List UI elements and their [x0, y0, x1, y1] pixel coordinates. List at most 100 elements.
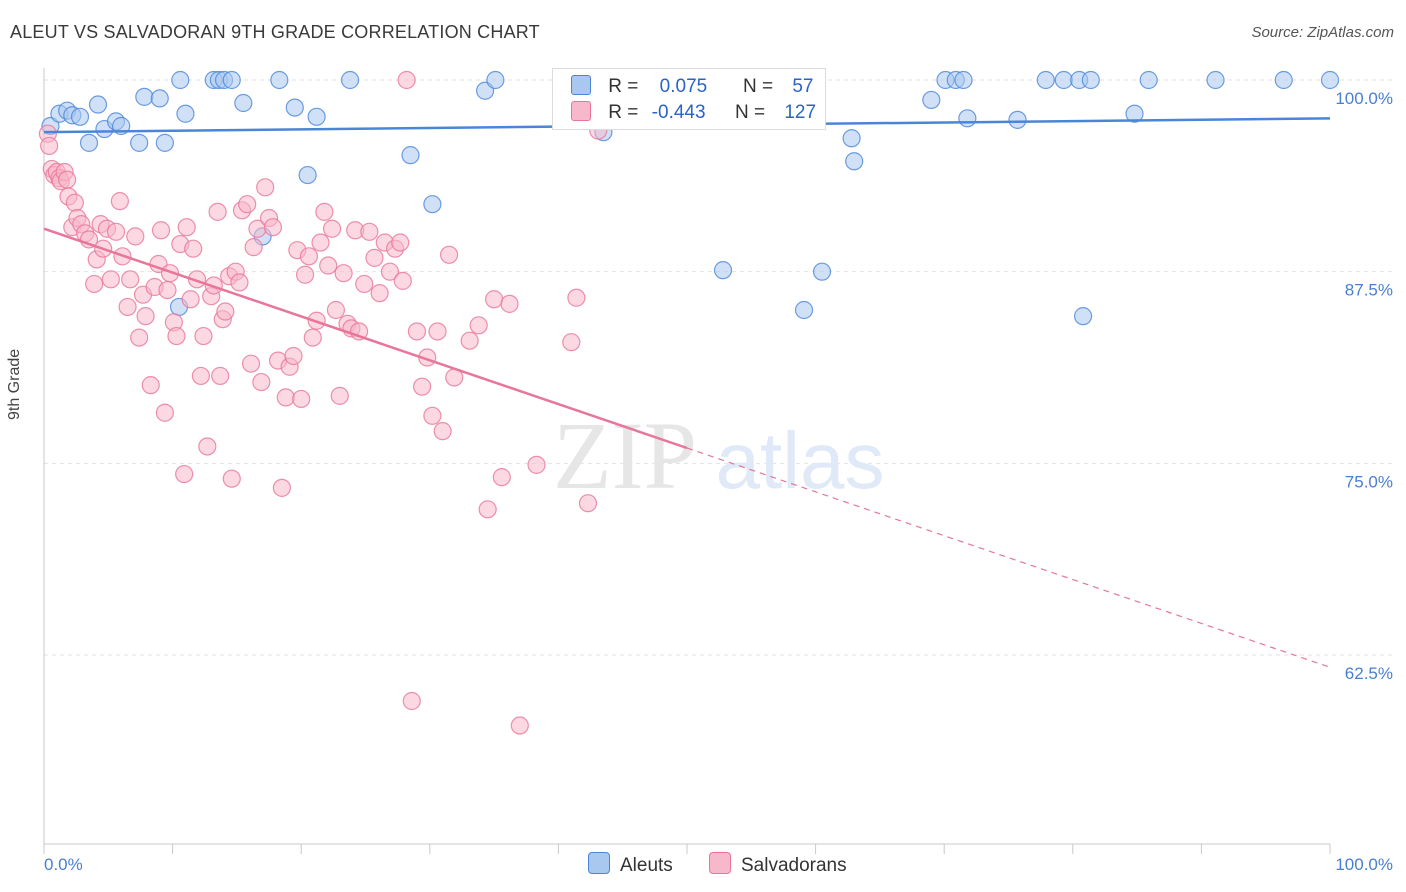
data-point [1081, 70, 1100, 90]
trend-line-extension [686, 447, 1331, 668]
data-point [155, 133, 174, 152]
data-point [370, 284, 389, 303]
data-point [412, 377, 432, 396]
data-point [270, 70, 289, 90]
data-point [326, 300, 346, 320]
data-point [263, 218, 283, 237]
data-point [175, 464, 194, 484]
data-point [562, 333, 581, 352]
data-point [298, 165, 317, 185]
x-tick-label: 100.0% [1335, 855, 1393, 874]
data-point [272, 478, 292, 497]
data-point [1206, 70, 1225, 90]
data-point [208, 202, 227, 221]
data-point [181, 290, 200, 309]
data-point [121, 270, 140, 289]
data-point [478, 500, 497, 519]
data-point [295, 265, 315, 284]
data-point [184, 239, 203, 258]
data-point [527, 455, 546, 474]
data-point [126, 227, 145, 246]
data-point [155, 403, 174, 422]
data-point [360, 222, 379, 241]
source-credit: Source: ZipAtlas.com [1251, 24, 1394, 41]
data-point [167, 326, 186, 346]
data-point [191, 366, 210, 386]
chart-title: ALEUT VS SALVADORAN 9TH GRADE CORRELATIO… [10, 22, 540, 42]
data-point [85, 274, 104, 294]
data-point [340, 70, 360, 90]
data-point [397, 70, 416, 90]
data-point [284, 346, 303, 366]
legend-n-value: 57 [792, 76, 814, 97]
data-point [1054, 70, 1073, 90]
data-point [439, 245, 459, 264]
data-point [486, 70, 505, 90]
legend-n-label: N = [734, 102, 766, 123]
data-point [365, 248, 384, 267]
data-point [954, 70, 973, 90]
bottom-legend-label: Salvadorans [741, 855, 847, 876]
data-point [244, 238, 263, 257]
watermark-atlas: atlas [716, 416, 885, 505]
data-point [110, 192, 129, 211]
data-point [241, 354, 261, 373]
legend-r-value: -0.443 [651, 102, 706, 123]
bottom-legend-salvadorans: Salvadorans [709, 852, 847, 877]
data-point [922, 90, 941, 110]
data-point [106, 222, 126, 241]
data-point [198, 437, 217, 456]
axes [43, 68, 1331, 854]
data-point [407, 322, 427, 341]
data-point [230, 273, 249, 292]
watermark-zip: ZIP [553, 402, 697, 509]
data-point [252, 372, 271, 392]
data-point [216, 302, 235, 321]
data-point [713, 261, 733, 280]
data-point [40, 136, 59, 156]
data-point [315, 202, 334, 221]
data-point [500, 294, 519, 313]
data-point [355, 274, 374, 294]
data-point [135, 87, 154, 106]
data-point [391, 233, 410, 252]
data-point [1139, 70, 1158, 90]
data-point [423, 195, 442, 214]
data-point [1008, 110, 1027, 129]
data-point [423, 406, 442, 425]
data-point [428, 322, 447, 341]
data-point [567, 288, 586, 307]
y-tick-label: 87.5% [1345, 281, 1393, 300]
data-point [433, 422, 452, 441]
data-point [485, 290, 504, 309]
x-tick-label: 0.0% [44, 855, 83, 874]
legend-r-label: R = [608, 102, 639, 123]
data-point [1320, 70, 1340, 90]
correlation-legend: R = 0.075 N = 57 R = -0.443 N = 127 [552, 68, 826, 130]
legend-n-value: 127 [784, 102, 817, 123]
data-point [194, 326, 213, 346]
legend-swatch-salvadorans [571, 101, 591, 121]
legend-row-salvadorans: R = -0.443 N = 127 [571, 101, 816, 127]
data-point [234, 93, 253, 113]
legend-swatch-aleuts [571, 75, 591, 95]
data-point [65, 193, 84, 212]
data-point [88, 95, 108, 114]
data-point [158, 280, 177, 300]
data-point [1274, 70, 1293, 90]
tick-labels: 100.0% 87.5% 75.0% 62.5% 0.0% 100.0% [44, 89, 1393, 874]
legend-r-value: 0.075 [659, 76, 708, 97]
data-point [958, 109, 977, 128]
data-point [842, 129, 861, 148]
data-point [311, 233, 330, 252]
data-point [150, 89, 169, 108]
data-point [510, 716, 529, 735]
series-salvadorans-points [38, 70, 608, 735]
data-point [334, 264, 353, 283]
data-point [812, 262, 832, 281]
data-point [845, 152, 864, 171]
trend-lines [43, 117, 1331, 668]
y-tick-label: 62.5% [1345, 664, 1393, 683]
data-point [176, 104, 195, 123]
